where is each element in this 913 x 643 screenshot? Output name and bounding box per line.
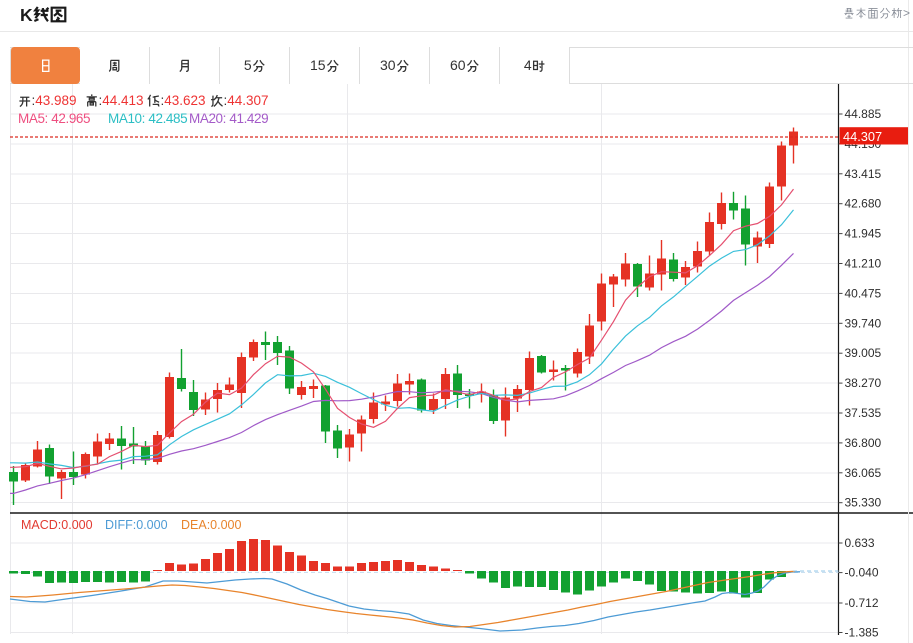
svg-text:-0.040: -0.040 [845, 566, 879, 580]
svg-text:38.270: 38.270 [845, 376, 882, 390]
svg-text:42.680: 42.680 [845, 197, 882, 211]
svg-text:39.005: 39.005 [845, 346, 882, 360]
svg-text:35.330: 35.330 [845, 496, 882, 510]
svg-text:44.307: 44.307 [843, 129, 882, 144]
svg-text:36.800: 36.800 [845, 436, 882, 450]
svg-text:37.535: 37.535 [845, 406, 882, 420]
svg-text:43.415: 43.415 [845, 167, 882, 181]
svg-text:40.475: 40.475 [845, 286, 882, 300]
svg-text:36.065: 36.065 [845, 466, 882, 480]
svg-text:41.945: 41.945 [845, 227, 882, 241]
svg-text:-1.385: -1.385 [845, 626, 879, 640]
svg-text:39.740: 39.740 [845, 316, 882, 330]
svg-text:44.885: 44.885 [845, 107, 882, 121]
svg-text:0.633: 0.633 [845, 536, 875, 550]
svg-text:-0.712: -0.712 [845, 596, 879, 610]
svg-text:41.210: 41.210 [845, 257, 882, 271]
